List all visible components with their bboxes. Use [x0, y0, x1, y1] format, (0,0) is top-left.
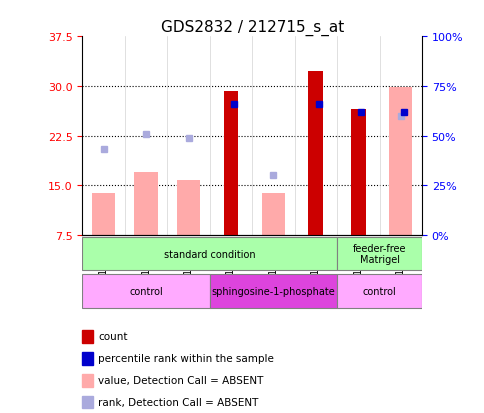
Text: control: control	[129, 286, 163, 296]
Text: standard condition: standard condition	[164, 249, 255, 259]
Bar	[209, 274, 336, 308]
Text: percentile rank within the sample: percentile rank within the sample	[98, 354, 273, 363]
Bar	[261, 194, 285, 235]
Bar	[308, 72, 323, 235]
Bar	[223, 91, 238, 235]
Bar	[336, 274, 421, 308]
Bar	[134, 173, 157, 235]
Text: count: count	[98, 332, 127, 342]
Bar	[82, 237, 336, 271]
Bar	[82, 274, 209, 308]
Bar	[388, 88, 411, 235]
Bar	[92, 194, 115, 235]
Title: GDS2832 / 212715_s_at: GDS2832 / 212715_s_at	[160, 20, 343, 36]
Text: sphingosine-1-phosphate: sphingosine-1-phosphate	[211, 286, 334, 296]
Text: rank, Detection Call = ABSENT: rank, Detection Call = ABSENT	[98, 397, 258, 407]
Bar	[336, 237, 421, 271]
Text: control: control	[362, 286, 395, 296]
Text: value, Detection Call = ABSENT: value, Detection Call = ABSENT	[98, 375, 263, 385]
Text: feeder-free
Matrigel: feeder-free Matrigel	[352, 243, 406, 265]
Bar	[177, 180, 200, 235]
Bar	[350, 110, 365, 235]
